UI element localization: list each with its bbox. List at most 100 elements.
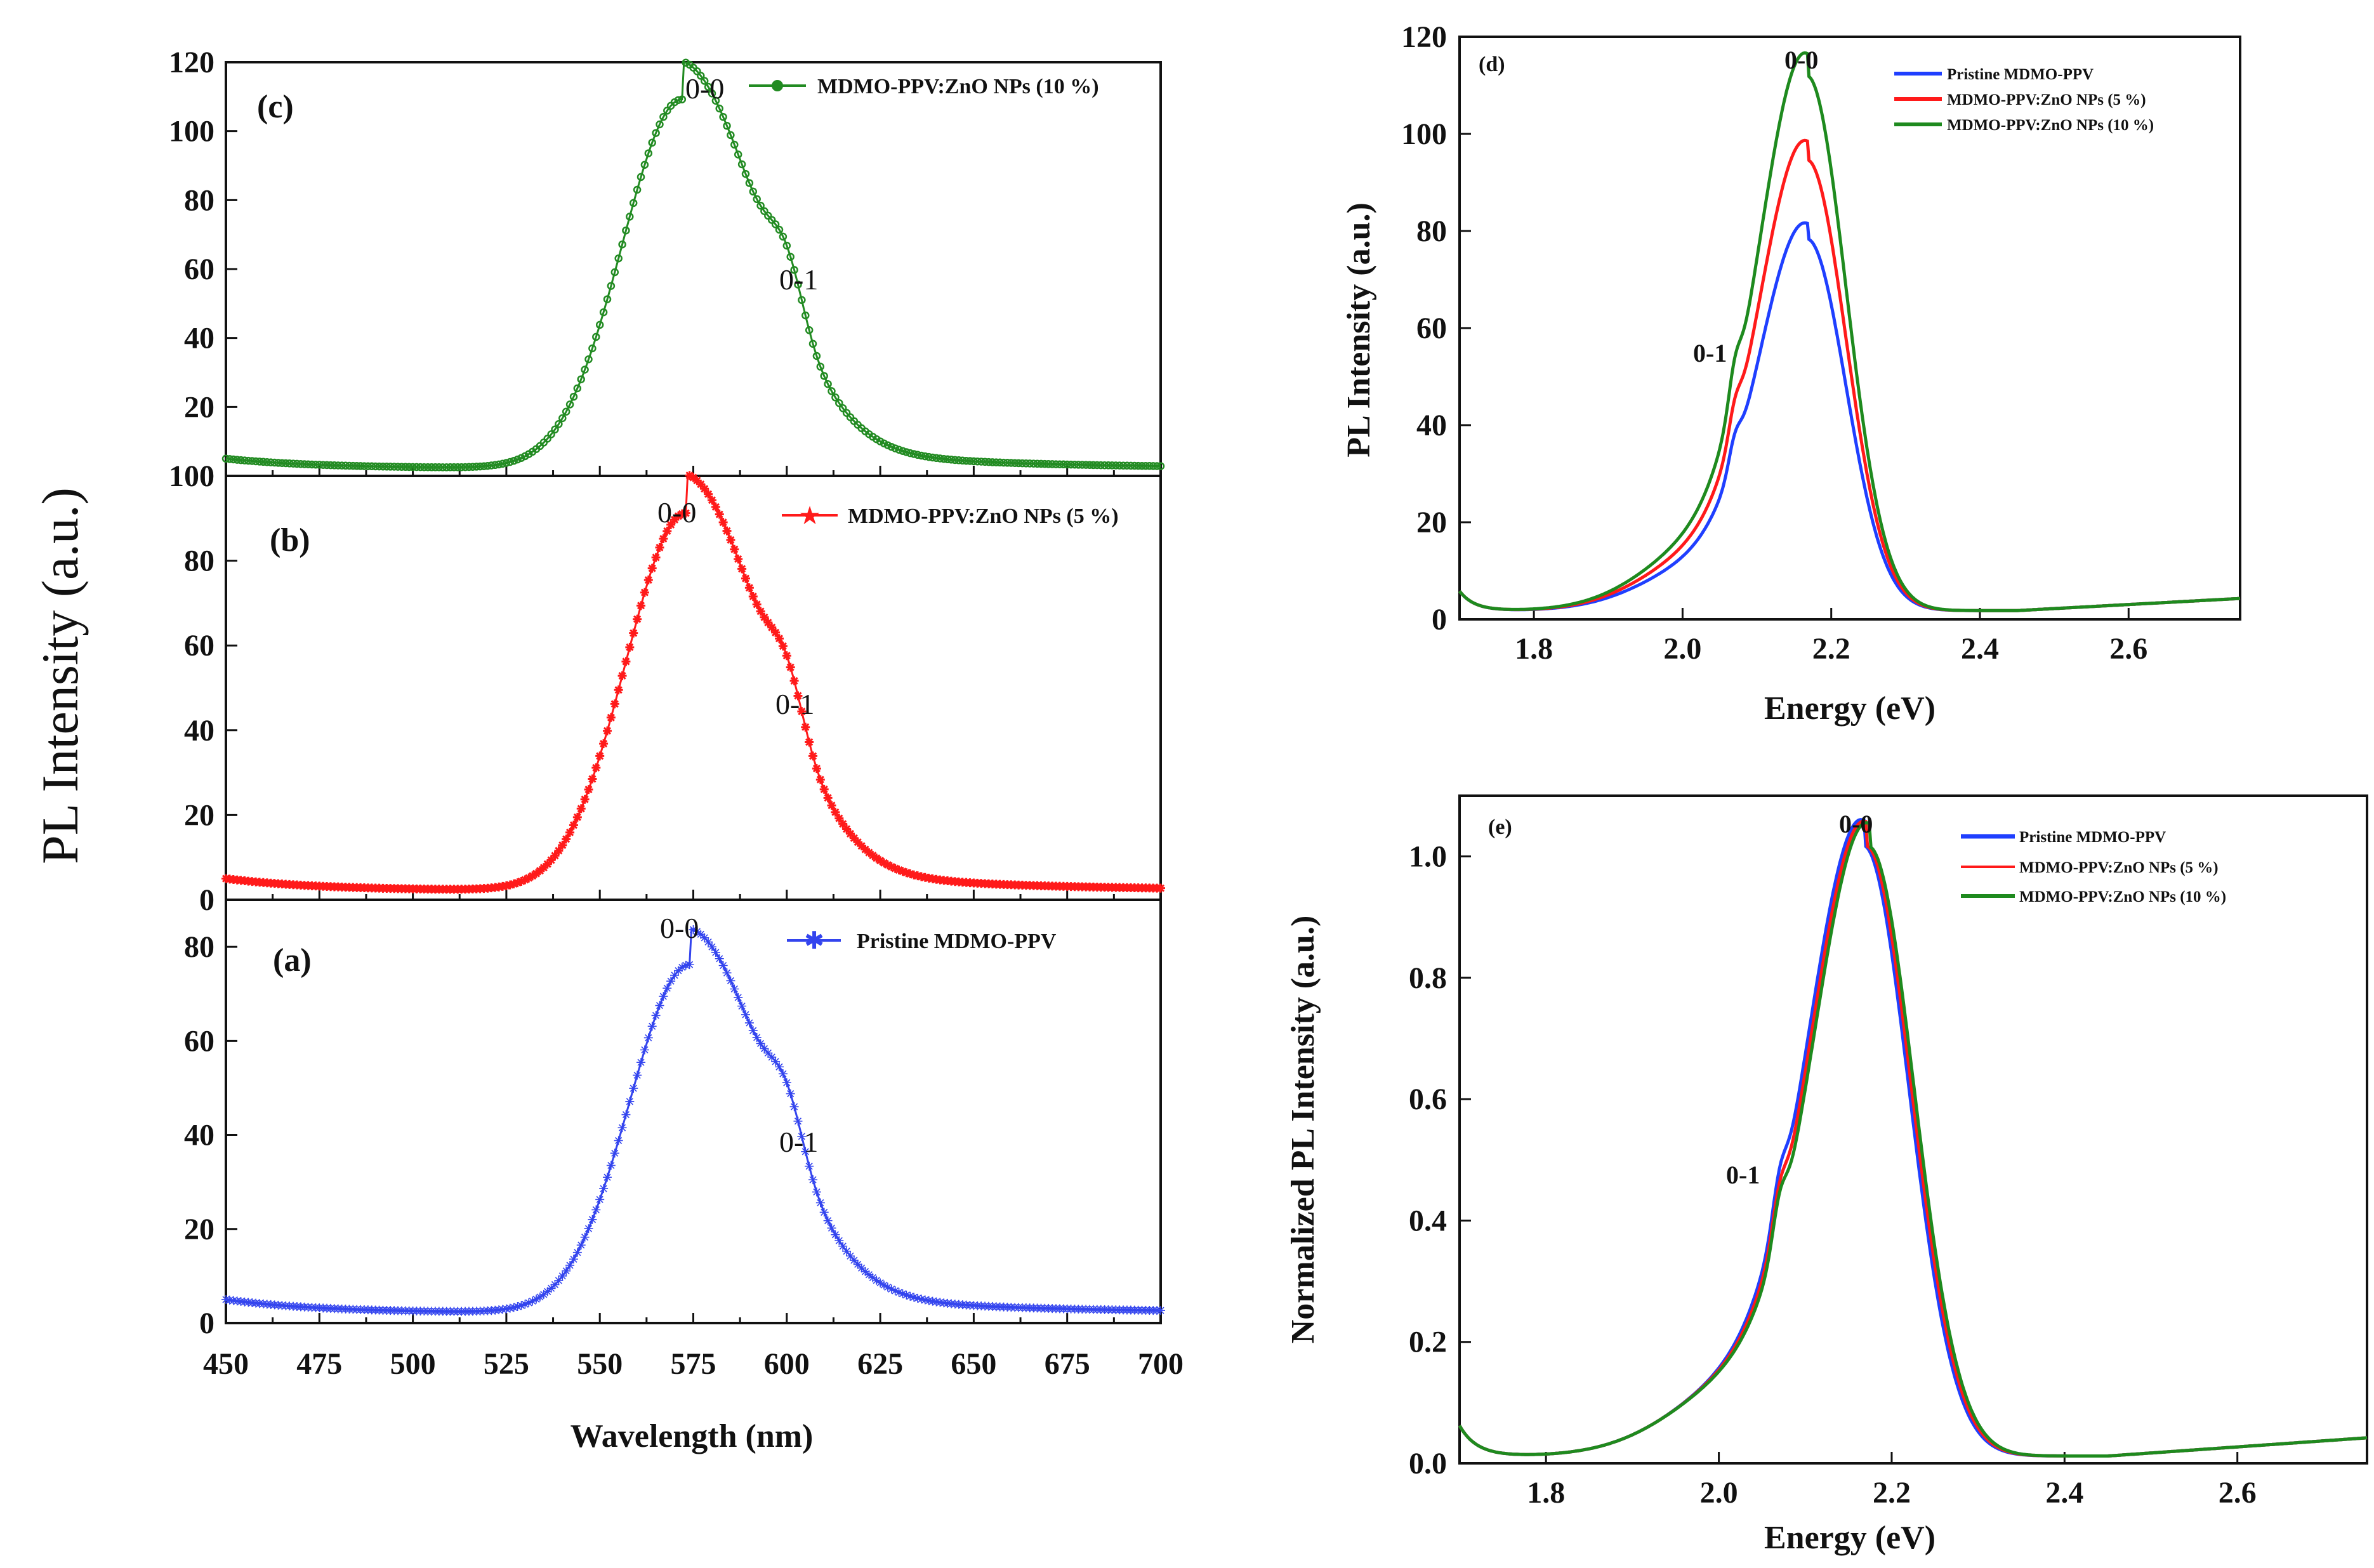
legend-label-a: Pristine MDMO-PPV [857,930,1057,953]
panel-b-peak-01: 0-1 [775,688,814,720]
data-point-b [1156,883,1165,893]
data-point-a [913,1293,923,1303]
data-point-c [487,461,496,470]
ytick-label-b-5: 100 [169,459,214,493]
data-point-c [446,463,454,471]
data-point-c [375,462,383,471]
data-point-b [692,476,702,485]
data-point-c [296,459,305,468]
data-point-b [887,862,896,871]
xtick-label-a-8: 650 [951,1347,996,1381]
ytick-label-e-2: 0.4 [1409,1204,1447,1237]
data-point-c [805,326,814,334]
data-point-c [308,460,316,469]
data-point-a [718,961,728,970]
data-point-b [898,867,907,876]
ytick-label-a-2: 40 [184,1119,214,1152]
data-point-b [625,642,635,652]
data-point-c [558,414,567,423]
data-point-c [909,450,918,458]
data-point-c [225,455,234,463]
data-point-c [569,392,578,401]
data-point-c [282,459,290,468]
data-point-a [655,1001,664,1010]
panel-d-peak-01: 0-1 [1693,339,1727,367]
data-point-c [977,458,986,466]
data-point-c [1149,462,1157,470]
data-point-a [782,1078,791,1088]
data-point-c [457,463,466,471]
data-point-b [546,855,556,865]
data-point-c [416,463,425,471]
data-point-a [711,947,720,957]
data-point-b [815,775,825,784]
data-point-c [229,455,238,464]
data-point-c [917,451,926,460]
data-point-b [640,588,649,597]
data-point-a [801,1147,810,1156]
legend-label-d-1: MDMO-PPV:ZnO NPs (5 %) [1947,91,2146,109]
ytick-label-c-1: 20 [184,390,214,424]
data-point-c [1033,459,1041,468]
data-point-a [614,1136,623,1145]
data-point-a [681,961,690,970]
data-point-b [543,859,552,869]
data-point-a [535,1292,544,1301]
data-point-c [794,280,802,289]
panel-d-legend: Pristine MDMO-PPV MDMO-PPV:ZnO NPs (5 %)… [1894,66,2154,134]
data-point-a [501,1304,511,1314]
data-point-c [970,457,978,466]
data-point-b [789,676,799,685]
data-point-c [484,461,492,470]
data-point-b [707,496,716,505]
data-point-c [790,266,798,274]
data-point-c [573,384,582,393]
data-point-b [562,834,571,844]
xtick-label-a-5: 575 [671,1347,716,1381]
data-point-b [636,601,646,610]
data-point-a [744,1018,754,1027]
data-point-c [723,122,731,130]
data-point-a [730,984,739,994]
data-point-c [409,463,417,471]
data-point-b [700,484,709,494]
data-point-a [517,1301,526,1310]
data-point-c [491,461,499,470]
data-point-c [928,453,937,462]
legend-label-d-0: Pristine MDMO-PPV [1947,66,2094,83]
data-point-c [727,131,735,140]
panel-b-legend: ★ MDMO-PPV:ZnO NPs (5 %) [782,501,1119,530]
data-point-a [756,1039,765,1048]
panel-e-peak-00: 0-0 [1839,810,1873,838]
panel-e-legend: Pristine MDMO-PPV MDMO-PPV:ZnO NPs (5 %)… [1961,829,2226,906]
data-point-c [565,400,574,409]
panel-a-frame [225,899,1162,1324]
data-point-a [763,1048,773,1058]
data-point-c [494,460,503,469]
data-point-a [524,1298,534,1308]
data-point-b [673,511,683,521]
data-point-c [801,311,810,320]
data-point-c [513,455,522,464]
data-point-b [610,699,619,709]
data-point-c [577,375,585,383]
legend-label-c: MDMO-PPV:ZnO NPs (10 %) [817,75,1099,98]
panel-c-frame [225,61,1162,477]
data-point-c [711,96,720,105]
data-point-a [550,1280,560,1289]
data-point-c [322,461,331,470]
data-point-a [906,1291,915,1301]
data-point-b [535,866,544,876]
data-point-a [677,963,687,972]
data-point-a [576,1241,586,1250]
data-point-c [510,456,518,465]
data-point-c [319,461,327,469]
data-point-c [798,296,806,305]
panel-c-legend: MDMO-PPV:ZnO NPs (10 %) [749,75,1099,98]
data-point-a [920,1295,930,1305]
data-point-c [678,95,687,103]
xtick-label-e-3: 2.4 [2045,1476,2083,1510]
data-point-c [517,454,525,462]
data-point-b [823,793,833,803]
